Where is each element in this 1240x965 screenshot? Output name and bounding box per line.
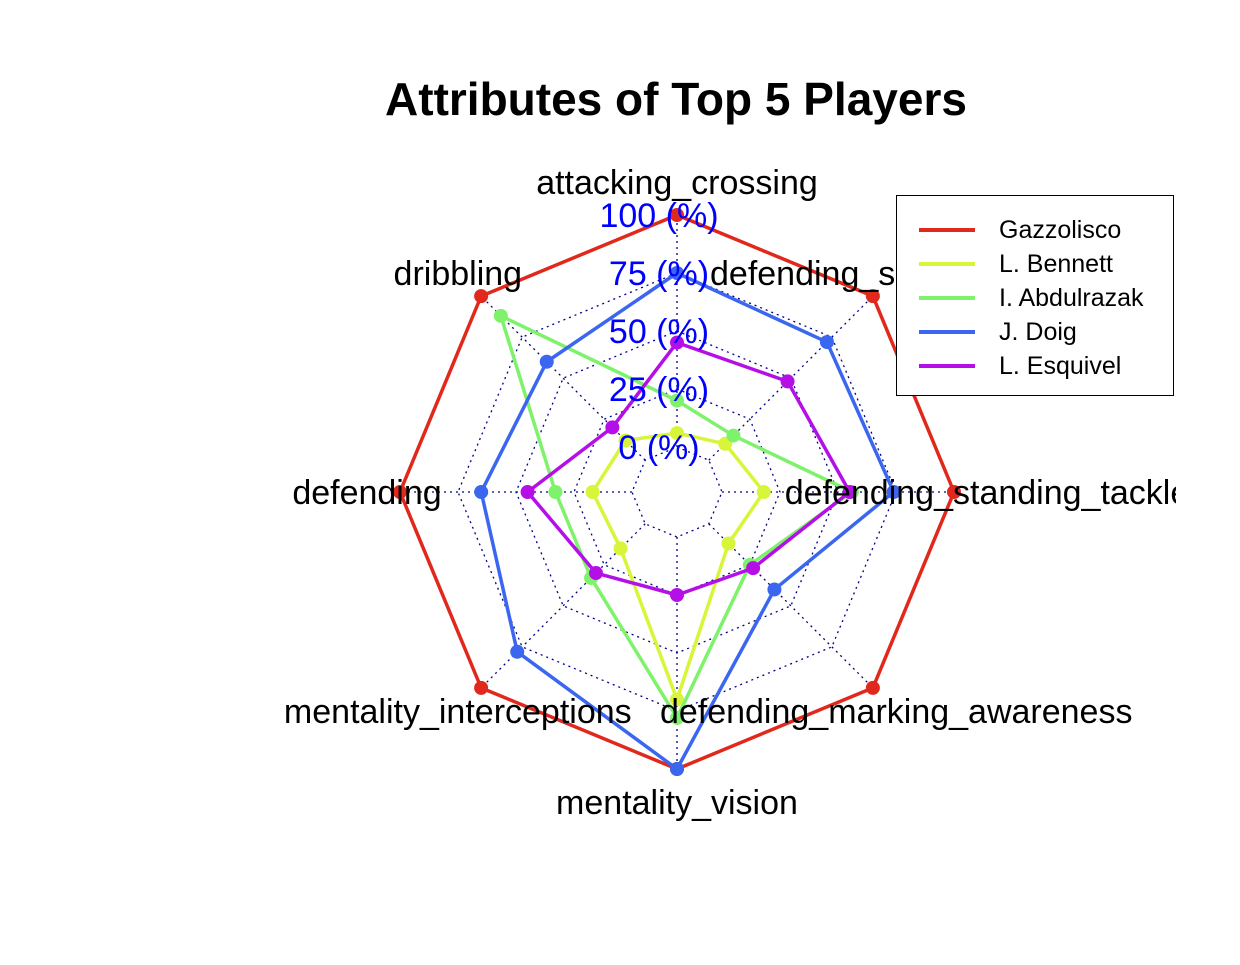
series-3: [474, 266, 901, 776]
series-point: [588, 566, 603, 581]
radar-scale-labels: 0 (%) 25 (%) 50 (%) 75 (%) 100 (%): [599, 197, 718, 467]
legend-label: L. Esquivel: [999, 351, 1122, 380]
legend-swatch: [919, 330, 975, 334]
axis-label: dribbling: [394, 255, 523, 293]
radar-series: [393, 208, 961, 776]
series-point: [767, 582, 782, 597]
legend-item: I. Abdulrazak: [919, 283, 1144, 313]
axis-label: defending: [292, 474, 441, 512]
series-point: [865, 680, 880, 695]
scale-label: 25 (%): [609, 371, 709, 409]
series-point: [780, 374, 795, 389]
series-point: [721, 536, 736, 551]
series-point: [947, 485, 961, 499]
series-point: [670, 266, 684, 280]
series-point: [670, 762, 684, 776]
series-point: [886, 485, 901, 499]
axis-label: defending_marking_awareness: [660, 693, 1133, 731]
series-point: [539, 354, 554, 369]
series-point: [670, 393, 684, 408]
series-point: [474, 680, 489, 695]
grid-spoke: [480, 295, 646, 461]
legend-item: J. Doig: [919, 317, 1077, 347]
grid-spoke: [708, 523, 874, 689]
series-point: [670, 588, 684, 602]
series-point: [670, 426, 684, 441]
series-point: [842, 485, 857, 499]
series-1: [585, 426, 771, 707]
legend-label: Gazzolisco: [999, 215, 1122, 244]
legend-label: J. Doig: [999, 317, 1077, 346]
series-point: [670, 692, 684, 707]
axis-label: mentality_vision: [556, 784, 798, 822]
axis-label: mentality_interceptions: [284, 693, 632, 731]
grid-spoke: [708, 295, 874, 461]
grid-ring: [631, 446, 723, 538]
series-point: [493, 308, 508, 323]
series-point: [474, 289, 489, 304]
series-point: [726, 428, 741, 443]
legend-swatch: [919, 228, 975, 232]
series-point: [756, 485, 771, 499]
legend-label: I. Abdulrazak: [999, 283, 1144, 312]
legend-item: L. Esquivel: [919, 351, 1121, 381]
series-point: [605, 420, 620, 435]
series-point: [520, 485, 535, 499]
series-point: [670, 208, 684, 222]
axis-label: defending_standing_tackle: [785, 474, 1190, 512]
series-point: [393, 485, 407, 499]
series-point: [474, 485, 489, 499]
legend-item: L. Bennett: [919, 249, 1113, 279]
legend-swatch: [919, 364, 975, 368]
grid-spoke: [480, 523, 646, 689]
series-point: [548, 485, 563, 499]
legend-swatch: [919, 296, 975, 300]
series-point: [670, 335, 684, 350]
series-point: [819, 335, 834, 350]
series-point: [510, 644, 525, 659]
series-4: [520, 335, 857, 602]
scale-label: 50 (%): [609, 313, 709, 351]
series-point: [613, 541, 628, 556]
scale-label: 0 (%): [618, 429, 699, 467]
series-point: [618, 433, 633, 448]
scale-label: 75 (%): [609, 255, 709, 293]
legend: Gazzolisco L. Bennett I. Abdulrazak J. Doig…: [896, 195, 1174, 396]
series-point: [746, 561, 761, 576]
legend-item: Gazzolisco: [919, 215, 1121, 245]
series-point: [670, 710, 684, 725]
axis-label: attacking_crossing: [536, 164, 818, 202]
chart-title: Attributes of Top 5 Players: [385, 73, 967, 125]
legend-swatch: [919, 262, 975, 266]
series-point: [865, 289, 880, 304]
legend-label: L. Bennett: [999, 249, 1113, 278]
series-point: [585, 485, 600, 499]
scale-label: 100 (%): [599, 197, 718, 235]
grid-ring: [457, 272, 897, 712]
